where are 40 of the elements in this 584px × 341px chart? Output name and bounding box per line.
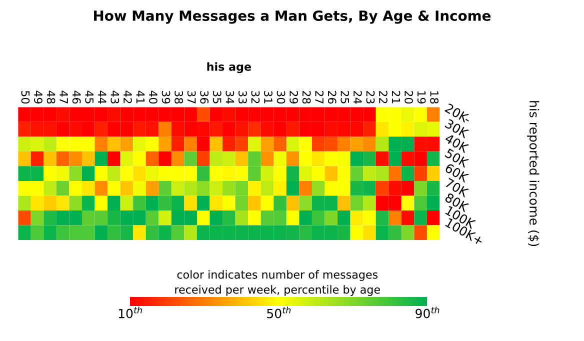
x-tick-label: 46	[72, 90, 81, 104]
x-tick-label: 50	[21, 91, 30, 104]
x-tick-label: 23	[366, 90, 375, 104]
x-tick-label: 22	[379, 90, 388, 104]
x-tick-label: 18	[430, 91, 439, 104]
x-tick-label: 33	[238, 91, 247, 104]
x-tick-label: 26	[328, 90, 336, 104]
x-tick-label: 49	[34, 90, 42, 104]
x-tick-label: 24	[354, 90, 362, 104]
color-bar-label: 10$^{th}$	[118, 306, 142, 318]
x-tick-label: 21	[392, 90, 400, 104]
x-tick-label: 19	[417, 91, 426, 104]
x-tick-label: 39	[162, 91, 170, 104]
x-tick-label: 45	[85, 90, 94, 104]
x-tick-label: 30	[276, 91, 286, 104]
y-axis-title: his reported income ($)	[527, 101, 540, 246]
x-tick-label: 35	[212, 91, 222, 104]
x-tick-label: 31	[264, 91, 272, 104]
x-tick-label: 32	[251, 91, 260, 104]
x-tick-label: 38	[174, 91, 183, 104]
x-tick-label: 37	[187, 91, 196, 104]
x-tick-label: 28	[302, 90, 311, 104]
x-tick-label: 48	[46, 90, 56, 104]
x-tick-label: 40	[149, 90, 158, 104]
x-tick-label: 43	[110, 90, 120, 104]
color-bar-label: 50$^{th}$	[267, 306, 291, 318]
x-tick-label: 44	[98, 90, 106, 104]
x-axis-title: his age	[207, 62, 251, 74]
x-tick-label: 34	[226, 91, 234, 104]
chart-title: How Many Messages a Man Gets, By Age & Income	[94, 10, 491, 24]
x-tick-label: 25	[340, 90, 350, 104]
color-bar-title: color indicates number of messages received per week, percentile by age	[175, 270, 380, 296]
x-tick-label: 36	[200, 91, 209, 104]
x-tick-label: 27	[315, 90, 324, 104]
color-bar-label: 90$^{th}$	[416, 306, 440, 318]
x-tick-label: 42	[124, 90, 132, 104]
x-tick-label: 47	[60, 90, 68, 104]
x-tick-label: 20	[404, 90, 413, 104]
x-tick-label: 29	[290, 90, 298, 104]
x-tick-label: 41	[136, 90, 145, 104]
